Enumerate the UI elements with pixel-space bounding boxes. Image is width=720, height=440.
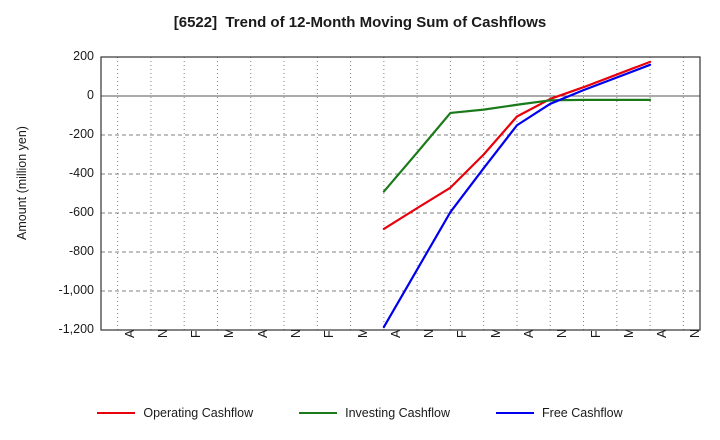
chart-legend: Operating Cashflow Investing Cashflow Fr… <box>0 406 720 420</box>
axis-frame <box>100 56 701 331</box>
legend-swatch-free-cashflow <box>496 412 535 414</box>
y-axis-tick-label: -1,000 <box>58 283 94 297</box>
legend-label-operating-cashflow: Operating Cashflow <box>143 406 254 420</box>
y-axis-tick-label: 200 <box>73 49 94 63</box>
legend-item-free-cashflow[interactable]: Free Cashflow <box>496 406 623 420</box>
y-axis-tick-label: -600 <box>68 205 94 219</box>
y-axis-tick-label: -200 <box>68 127 94 141</box>
series-group <box>382 60 652 329</box>
legend-item-investing-cashflow[interactable]: Investing Cashflow <box>299 406 450 420</box>
legend-label-investing-cashflow: Investing Cashflow <box>345 406 451 420</box>
legend-label-free-cashflow: Free Cashflow <box>542 406 623 420</box>
y-axis-tick-label: -1,200 <box>58 322 94 336</box>
gridlines <box>101 57 700 330</box>
y-axis-tick-label: -400 <box>68 166 94 180</box>
y-axis-tick-label: -800 <box>68 244 94 258</box>
series-line-investing-cashflow <box>382 98 652 193</box>
series-line-free-cashflow <box>382 63 652 329</box>
plot-background <box>101 57 700 330</box>
series-line-operating-cashflow <box>382 60 652 231</box>
legend-item-operating-cashflow[interactable]: Operating Cashflow <box>97 406 253 420</box>
chart-title: [6522] Trend of 12-Month Moving Sum of C… <box>173 14 547 31</box>
y-axis-tick-labels: 200 0 -200 -400 -600 -800 -1,000 -1,200 <box>22 0 94 440</box>
legend-swatch-operating-cashflow <box>97 412 136 414</box>
y-axis-tick-label: 0 <box>87 88 94 102</box>
legend-swatch-investing-cashflow <box>299 412 338 414</box>
